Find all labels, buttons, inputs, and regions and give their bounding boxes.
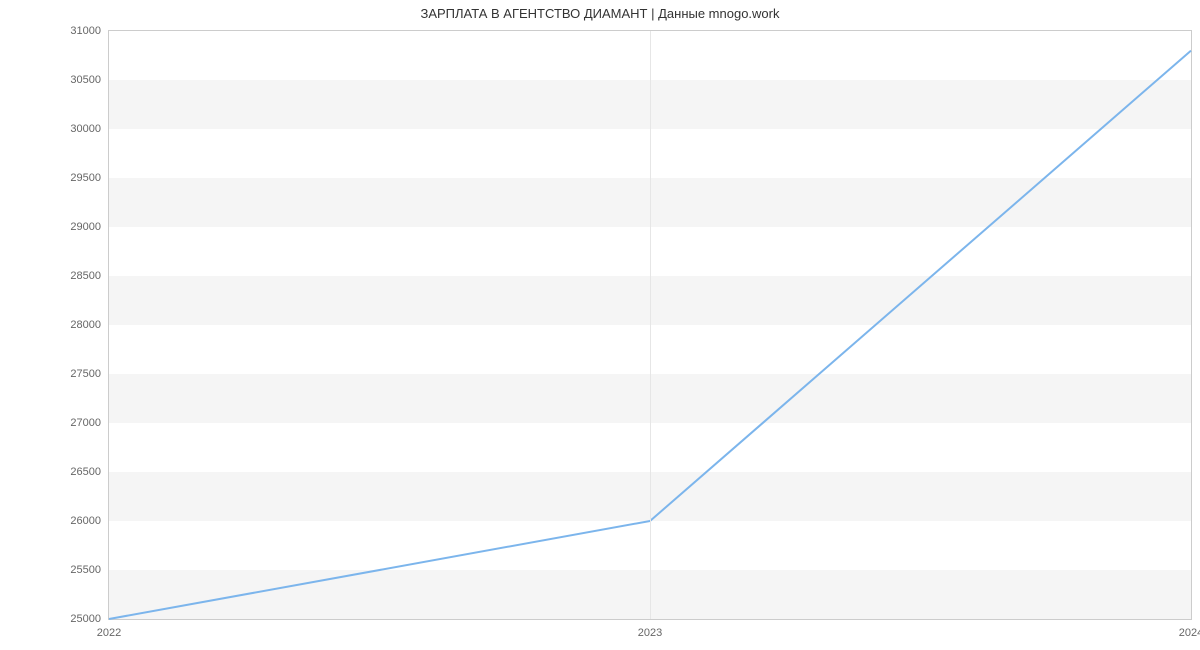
y-tick-label: 30000 [70, 123, 109, 135]
x-tick-label: 2022 [97, 619, 121, 639]
x-tick-label: 2023 [638, 619, 662, 639]
y-tick-label: 29500 [70, 172, 109, 184]
y-tick-label: 31000 [70, 25, 109, 37]
x-grid-line [650, 31, 651, 619]
y-tick-label: 29000 [70, 221, 109, 233]
y-tick-label: 27500 [70, 368, 109, 380]
y-tick-label: 26000 [70, 515, 109, 527]
y-tick-label: 25500 [70, 564, 109, 576]
y-tick-label: 27000 [70, 417, 109, 429]
y-tick-label: 28500 [70, 270, 109, 282]
y-tick-label: 26500 [70, 466, 109, 478]
y-tick-label: 30500 [70, 74, 109, 86]
chart-container: ЗАРПЛАТА В АГЕНТСТВО ДИАМАНТ | Данные mn… [0, 0, 1200, 650]
chart-title: ЗАРПЛАТА В АГЕНТСТВО ДИАМАНТ | Данные mn… [0, 6, 1200, 21]
plot-area: 2500025500260002650027000275002800028500… [108, 30, 1192, 620]
x-tick-label: 2024 [1179, 619, 1200, 639]
y-tick-label: 28000 [70, 319, 109, 331]
